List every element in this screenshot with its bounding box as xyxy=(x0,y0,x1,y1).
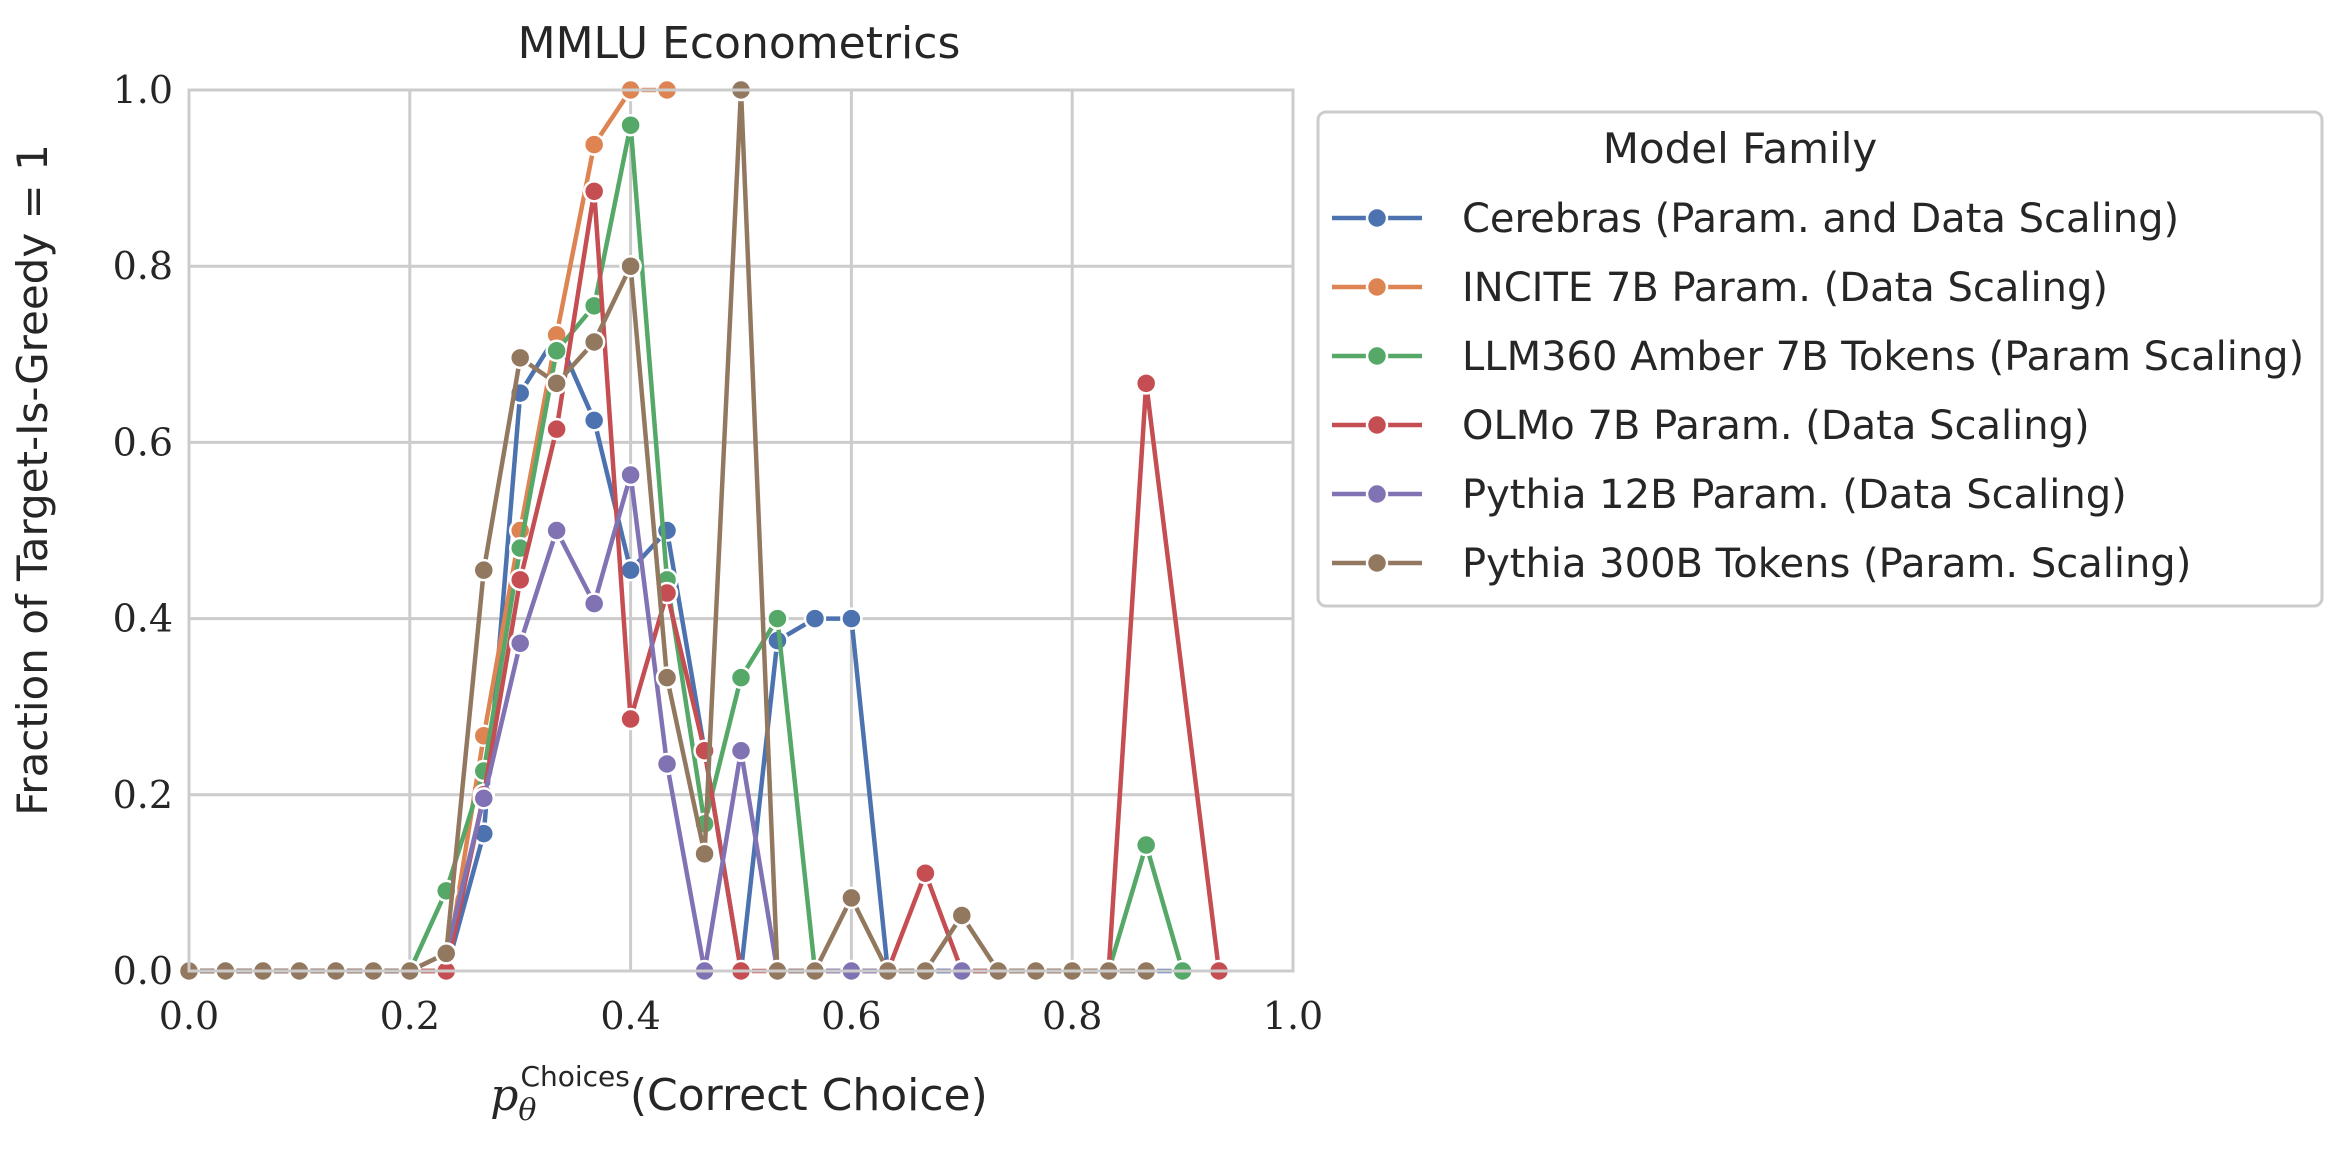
legend-item: INCITE 7B Param. (Data Scaling) xyxy=(1332,265,2108,311)
tick-labels: 0.0 0.2 0.4 0.6 0.8 1.0 0.0 0.2 0.4 0.6 0.8 1.0 xyxy=(113,68,1324,1038)
data-point xyxy=(545,417,568,441)
x-axis-label-text: (Correct Choice) xyxy=(630,1070,988,1121)
legend-item: Pythia 12B Param. (Data Scaling) xyxy=(1332,472,2127,518)
legend-swatch-marker xyxy=(1365,206,1389,230)
legend-frame xyxy=(1316,110,2324,608)
data-point xyxy=(619,254,642,278)
data-point xyxy=(729,666,753,689)
legend-swatch-marker xyxy=(1365,344,1389,368)
legend-item: OLMo 7B Param. (Data Scaling) xyxy=(1332,403,2090,449)
legend-label: Cerebras (Param. and Data Scaling) xyxy=(1462,196,2179,242)
y-tick-label: 1.0 xyxy=(113,68,173,112)
y-tick-label: 0.4 xyxy=(113,597,173,641)
data-point xyxy=(582,409,606,432)
data-point xyxy=(840,886,863,910)
data-point xyxy=(729,739,753,762)
legend-items: Cerebras (Param. and Data Scaling) INCITE… xyxy=(1332,196,2304,587)
data-point xyxy=(472,558,496,582)
grid xyxy=(187,88,1295,973)
data-point xyxy=(619,558,642,582)
data-point xyxy=(766,607,789,630)
legend-label: INCITE 7B Param. (Data Scaling) xyxy=(1462,265,2108,311)
data-point xyxy=(434,942,458,965)
data-point xyxy=(655,752,679,776)
data-point xyxy=(840,607,863,630)
y-tick-label: 0.8 xyxy=(113,244,173,288)
y-tick-label: 0.0 xyxy=(113,949,173,993)
legend-label: OLMo 7B Param. (Data Scaling) xyxy=(1462,403,2090,449)
data-point xyxy=(619,113,642,137)
data-point xyxy=(545,519,568,542)
chart-title: MMLU Econometrics xyxy=(518,18,961,69)
legend-item: Pythia 300B Tokens (Param. Scaling) xyxy=(1332,541,2191,587)
legend-swatch-marker xyxy=(1365,413,1389,437)
data-point xyxy=(582,592,606,615)
legend: Model Family Cerebras (Param. and Data S… xyxy=(1316,110,2324,608)
data-point xyxy=(655,666,679,689)
data-point xyxy=(582,133,606,156)
legend-item: LLM360 Amber 7B Tokens (Param Scaling) xyxy=(1332,334,2304,380)
series-line xyxy=(186,472,965,974)
x-tick-label: 0.4 xyxy=(600,994,660,1038)
x-tick-label: 0.2 xyxy=(380,994,440,1038)
data-point xyxy=(693,842,716,866)
data-point xyxy=(619,707,642,731)
plot-frame xyxy=(187,88,1295,973)
y-tick-label: 0.6 xyxy=(113,420,173,464)
data-point xyxy=(655,519,679,542)
data-point xyxy=(803,607,827,630)
data-point xyxy=(545,372,568,395)
y-tick-label: 0.2 xyxy=(113,773,173,817)
data-point xyxy=(1134,833,1158,857)
data-point xyxy=(950,904,974,927)
legend-swatch-marker xyxy=(1365,551,1389,575)
x-tick-label: 1.0 xyxy=(1263,994,1323,1038)
data-point xyxy=(914,861,937,885)
data-point xyxy=(508,568,532,592)
x-tick-label: 0.0 xyxy=(159,994,219,1038)
x-axis-label-base: p xyxy=(490,1070,518,1121)
data-point xyxy=(545,339,568,363)
x-axis-label-subscript: θ xyxy=(518,1093,536,1128)
data-point xyxy=(508,346,532,370)
legend-label: Pythia 300B Tokens (Param. Scaling) xyxy=(1462,541,2191,587)
x-axis-label: pθChoices(Correct Choice) xyxy=(490,1060,988,1128)
legend-swatch-marker xyxy=(1365,482,1389,506)
x-axis-label-superscript: Choices xyxy=(520,1060,629,1093)
legend-swatch-marker xyxy=(1365,275,1389,299)
legend-title: Model Family xyxy=(1603,124,1878,173)
data-point xyxy=(619,463,642,487)
x-tick-label: 0.6 xyxy=(821,994,881,1038)
data-point xyxy=(1134,372,1158,395)
legend-item: Cerebras (Param. and Data Scaling) xyxy=(1332,196,2179,242)
data-point xyxy=(582,330,606,354)
data-point xyxy=(472,787,496,810)
legend-label: Pythia 12B Param. (Data Scaling) xyxy=(1462,472,2127,518)
data-point xyxy=(508,632,532,655)
x-tick-label: 0.8 xyxy=(1042,994,1102,1038)
data-point xyxy=(582,180,606,203)
y-axis-label: Fraction of Target-Is-Greedy = 1 xyxy=(8,144,57,816)
legend-label: LLM360 Amber 7B Tokens (Param Scaling) xyxy=(1462,334,2304,380)
